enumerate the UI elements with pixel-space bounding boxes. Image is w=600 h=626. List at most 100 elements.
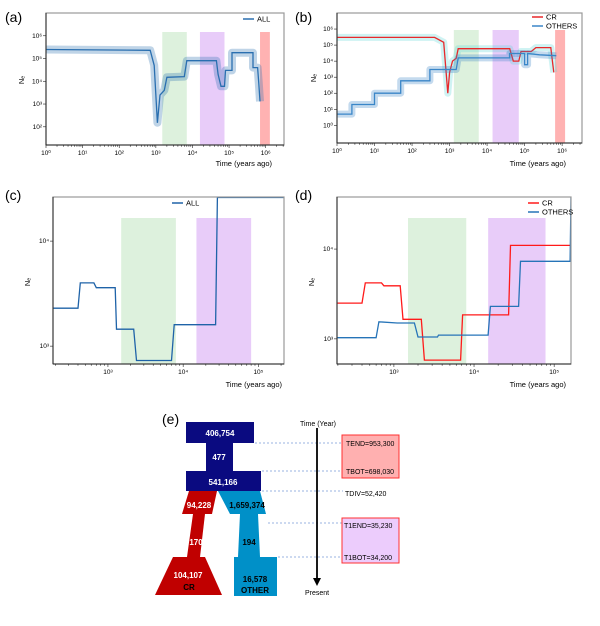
ancestral-top-block: [186, 422, 254, 443]
event-tend: TEND=953,300: [346, 441, 395, 448]
x-tick-label: 10¹: [78, 150, 88, 157]
cr-current-block: [155, 557, 222, 595]
cr-bottleneck-size: 170: [189, 538, 203, 547]
y-tick-label: 10⁰: [323, 121, 333, 129]
y-tick-label: 10³: [33, 101, 43, 108]
y-tick-label: 10⁶: [323, 26, 333, 33]
ancestral-bottleneck-size: 477: [212, 453, 226, 462]
other-population: 1,659,374 194 16,578 OTHER: [218, 491, 277, 596]
other-bottleneck-block: [238, 514, 260, 557]
y-axis-title: Nₑ: [307, 278, 316, 286]
series-group: [337, 197, 571, 361]
y-tick-label: 10⁴: [39, 238, 49, 245]
panel-label: (d): [295, 187, 312, 203]
ancestral-bottleneck-block: [206, 443, 233, 471]
series-group: [337, 33, 558, 118]
shaded-period-0: [121, 218, 176, 364]
panel-label-e: (e): [162, 411, 179, 427]
ancient-bottleneck-box: [341, 434, 400, 479]
panel-a: 10⁰ 10¹ 10² 10³ 10⁴ 10⁵ 10⁶ 10² 10³ 10⁴ 10⁵ 10⁶ Time…: [5, 9, 285, 168]
event-tbot: TBOT=698,030: [346, 469, 394, 476]
series-line-all: [53, 197, 284, 362]
series-line-others: [337, 197, 571, 339]
time-axis-present: Present: [305, 590, 329, 597]
ancestral-top-size: 406,754: [206, 429, 235, 438]
x-tick-label: 10³: [103, 369, 113, 376]
panel-d: 10³ 10⁴ 10⁵ 10³ 10⁴ Time (years ago) Nₑ (d) CROT…: [295, 187, 573, 389]
ancestral-population: 406,754 477 541,166: [186, 422, 261, 491]
x-tick-label: 10³: [389, 369, 399, 376]
time-axis-title: Time (Year): [300, 421, 336, 428]
shaded-period-2: [260, 32, 270, 145]
cr-bottleneck-block: [187, 514, 205, 557]
series-line-all: [46, 48, 261, 123]
x-axis-title: Time (years ago): [510, 159, 567, 168]
cr-upper-block: [182, 491, 217, 514]
shaded-period-0: [162, 32, 187, 145]
x-axis-title: Time (years ago): [510, 380, 567, 389]
shaded-period-1: [196, 218, 252, 364]
legend-label: ALL: [257, 15, 270, 24]
y-tick-label: 10²: [324, 90, 334, 97]
x-tick-label: 10⁴: [178, 369, 188, 376]
x-tick-label: 10²: [115, 150, 125, 157]
cr-population: 94,228 170 104,107 CR: [155, 491, 222, 595]
x-tick-label: 10⁵: [549, 369, 559, 376]
y-tick-label: 10⁵: [323, 42, 333, 49]
cr-current-size: 104,107: [174, 571, 203, 580]
series-group: [53, 197, 284, 362]
x-tick-label: 10⁰: [41, 149, 51, 157]
x-tick-label: 10³: [151, 150, 161, 157]
y-tick-label: 10⁵: [32, 56, 42, 63]
time-arrow-head: [313, 578, 321, 586]
other-current-size: 16,578: [243, 575, 268, 584]
y-tick-label: 10³: [324, 336, 334, 343]
pre-split-block: [186, 471, 261, 491]
legend-label: ALL: [186, 199, 199, 208]
series-line-cr: [337, 36, 555, 94]
event-t1bot: T1BOT=34,200: [344, 555, 392, 562]
x-tick-label: 10³: [445, 148, 455, 155]
other-upper-size: 1,659,374: [229, 501, 265, 510]
event-guides: [255, 442, 344, 558]
shaded-period-2: [555, 30, 566, 143]
x-tick-label: 10⁴: [482, 148, 492, 155]
other-upper-block: [218, 491, 266, 514]
legend-label: CR: [546, 13, 557, 22]
x-tick-label: 10⁴: [187, 150, 197, 157]
x-tick-label: 10⁵: [224, 150, 234, 157]
panel-label: (a): [5, 9, 22, 25]
x-tick-label: 10⁰: [332, 147, 342, 155]
panel-c: 10³ 10⁴ 10⁵ 10³ 10⁴ Time (years ago) Nₑ (c) ALL: [5, 187, 285, 389]
y-axis-title: Nₑ: [309, 74, 318, 82]
y-axis-title: Nₑ: [23, 278, 32, 286]
shaded-period-1: [199, 32, 225, 145]
pre-split-size: 541,166: [209, 478, 238, 487]
x-axis-title: Time (years ago): [226, 380, 283, 389]
y-tick-label: 10⁴: [323, 58, 333, 65]
y-tick-label: 10³: [40, 343, 50, 350]
y-axis-title: Nₑ: [17, 76, 26, 84]
panel-label: (b): [295, 9, 312, 25]
x-tick-label: 10⁵: [520, 148, 530, 155]
x-tick-label: 10⁶: [557, 148, 567, 155]
x-axis-title: Time (years ago): [216, 159, 273, 168]
cr-name: CR: [183, 583, 195, 592]
y-tick-label: 10⁴: [323, 246, 333, 253]
x-tick-label: 10⁶: [261, 150, 271, 157]
x-tick-label: 10⁵: [253, 369, 263, 376]
cr-upper-size: 94,228: [187, 501, 212, 510]
y-tick-label: 10¹: [324, 106, 334, 113]
x-tick-label: 10¹: [370, 148, 380, 155]
legend-label: OTHERS: [542, 208, 573, 217]
recent-bottleneck-box: [341, 517, 400, 564]
legend-label: OTHERS: [546, 22, 577, 31]
shaded-period-1: [488, 218, 546, 364]
series-line-cr: [337, 244, 571, 361]
event-t1end: T1END=35,230: [344, 523, 393, 530]
x-tick-label: 10⁴: [469, 369, 479, 376]
y-tick-label: 10⁶: [32, 33, 42, 40]
shaded-period-0: [408, 218, 467, 364]
other-name: OTHER: [241, 586, 269, 595]
